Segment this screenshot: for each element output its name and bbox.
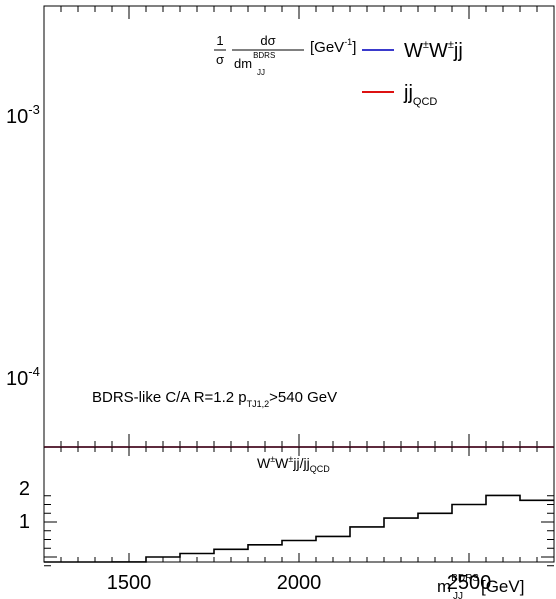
y-tick-label-1e-4: 10-4 — [6, 364, 40, 390]
y-label-den-sub: JJ — [257, 68, 265, 77]
y-label-denominator: dmBDRS — [234, 51, 275, 71]
y-tick-label-1e-3: 10-3 — [6, 102, 40, 128]
x-axis-label-sub: JJ — [453, 591, 463, 599]
ratio-x-ticks — [60, 447, 538, 562]
y-label-one: 1 — [216, 33, 223, 48]
main-plot-frame — [43, 5, 555, 448]
x-tick-label-2000: 2000 — [277, 572, 322, 594]
x-axis-label: mBDRS [GeV] — [437, 573, 524, 596]
y-label-numerator: dσ — [260, 33, 275, 48]
ratio-series-group — [44, 494, 554, 563]
legend-label-jjqcd: jjQCD — [403, 82, 437, 108]
y-label-sigma: σ — [216, 52, 224, 67]
x-tick-label-1500: 1500 — [107, 572, 152, 594]
x-tick-label-2500: 2500 — [447, 572, 492, 594]
ratio-y-ticks — [44, 495, 554, 567]
ratio-y-tick-label-1: 1 — [19, 511, 30, 533]
y-label-units: [GeV-1] — [310, 37, 356, 56]
ratio-title: W±W±jj/jjQCD — [257, 454, 330, 474]
legend-label-wwjj: W±W±jj — [404, 39, 463, 62]
ratio-plot-panel: W±W±jj/jjQCD 1 2 1500 2000 2500 mBDRS [Ge… — [19, 446, 555, 599]
ratio-y-tick-label-2: 2 — [19, 478, 30, 500]
main-plot-panel: 10-3 10-4 1 σ dσ dmBDRS JJ [GeV-1] W±W±j… — [6, 5, 555, 448]
cut-annotation: BDRS-like C/A R=1.2 pTJ1,2>540 GeV — [92, 389, 337, 409]
ratio-series-line — [44, 494, 554, 563]
legend: W±W±jj jjQCD — [362, 39, 463, 108]
main-x-ticks — [60, 6, 538, 447]
y-axis-label: 1 σ dσ dmBDRS JJ [GeV-1] — [214, 33, 356, 77]
